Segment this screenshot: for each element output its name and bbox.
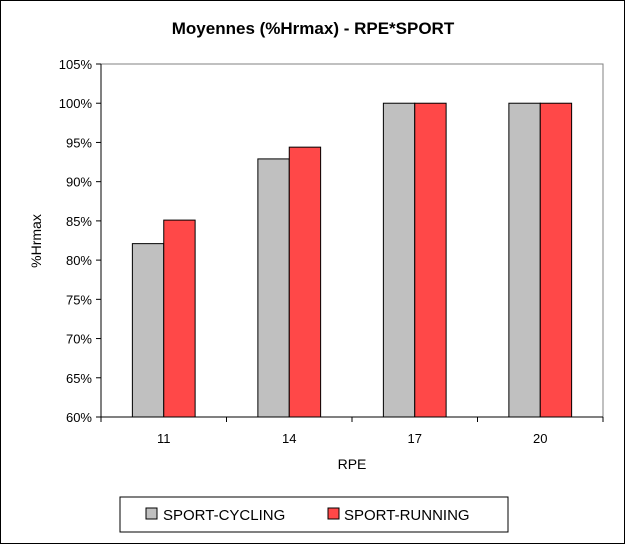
y-tick-label: 60%: [66, 410, 92, 425]
y-tick-label: 85%: [66, 214, 92, 229]
bars-layer: [131, 102, 573, 418]
bar-cycling-rpe-11: [131, 243, 165, 418]
legend-box: [119, 496, 509, 533]
y-tick-label: 90%: [66, 175, 92, 190]
y-tick-label: 65%: [66, 371, 92, 386]
bar-cycling-rpe-14: [257, 158, 290, 418]
bar-running-rpe-20: [539, 102, 573, 418]
y-tick-label: 70%: [66, 332, 92, 347]
y-tick-label: 75%: [66, 292, 92, 307]
bar-cycling-rpe-20: [508, 102, 541, 418]
x-tick-label: 11: [157, 431, 171, 446]
labels-layer: 60% 65% 70% 75% 80% 85% 90% 95% 100% 105% 11 14 17 20: [59, 57, 548, 446]
x-tick-label: 14: [282, 431, 296, 446]
bar-running-rpe-11: [163, 219, 196, 418]
legend-swatch-running: [327, 507, 340, 520]
axes-layer: [96, 63, 604, 422]
legend-label-cycling: SPORT-CYCLING: [163, 507, 285, 524]
y-axis-title: %Hrmax: [28, 214, 44, 268]
bar-cycling-rpe-17: [382, 102, 416, 418]
x-tick-label: 17: [408, 431, 422, 446]
y-tick-label: 95%: [66, 135, 92, 150]
x-tick-label: 20: [533, 431, 547, 446]
legend-swatch-cycling: [145, 507, 158, 520]
y-tick-label: 80%: [66, 253, 92, 268]
legend: SPORT-CYCLING SPORT-RUNNING: [119, 496, 509, 533]
y-tick-label: 100%: [59, 96, 93, 111]
legend-label-running: SPORT-RUNNING: [344, 507, 470, 524]
bar-running-rpe-17: [414, 102, 447, 418]
y-tick-label: 105%: [59, 57, 93, 72]
x-axis-title: RPE: [338, 456, 367, 472]
chart-title: Moyennes (%Hrmax) - RPE*SPORT: [172, 19, 455, 38]
bar-running-rpe-14: [288, 146, 322, 418]
